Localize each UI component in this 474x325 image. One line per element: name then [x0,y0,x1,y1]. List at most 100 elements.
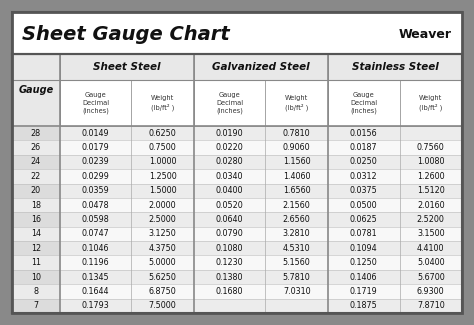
Text: 0.0359: 0.0359 [82,186,109,195]
Text: Gauge: Gauge [18,85,54,95]
Text: 16: 16 [31,215,41,224]
Text: 0.1080: 0.1080 [216,244,244,253]
Bar [194,80,265,126]
Text: 0.0149: 0.0149 [82,129,109,138]
Bar [12,255,60,270]
Bar [12,169,462,184]
Text: 0.0598: 0.0598 [82,215,109,224]
Text: 1.0080: 1.0080 [417,157,445,166]
Text: 0.0239: 0.0239 [82,157,109,166]
Bar [12,212,60,227]
Text: 0.7810: 0.7810 [283,129,310,138]
Bar [12,155,60,169]
Text: 0.1046: 0.1046 [82,244,109,253]
Text: 0.0299: 0.0299 [82,172,109,181]
Text: 1.2500: 1.2500 [149,172,176,181]
Bar [12,299,462,313]
Bar [12,169,60,184]
Text: 0.0781: 0.0781 [350,229,378,238]
Bar [194,54,328,80]
Text: Weight
(lb/ft² ): Weight (lb/ft² ) [419,95,442,111]
Bar [12,140,60,155]
Bar [12,270,462,284]
Bar [400,80,462,126]
Bar [12,184,60,198]
Text: 0.1719: 0.1719 [350,287,378,296]
Text: Gauge
Decimal
(inches): Gauge Decimal (inches) [82,92,109,114]
Text: 5.0000: 5.0000 [149,258,176,267]
Text: 0.0747: 0.0747 [82,229,109,238]
Text: 0.1380: 0.1380 [216,273,244,281]
Bar [12,241,462,255]
Text: 2.5200: 2.5200 [417,215,445,224]
Text: 0.1680: 0.1680 [216,287,244,296]
Text: 0.0520: 0.0520 [216,201,244,210]
Bar [12,126,60,140]
Bar [12,241,60,255]
Text: 14: 14 [31,229,41,238]
Text: Gauge
Decimal
(inches): Gauge Decimal (inches) [216,92,243,114]
Bar [12,227,60,241]
Text: 0.0500: 0.0500 [350,201,378,210]
Text: 0.0190: 0.0190 [216,129,244,138]
Text: 24: 24 [31,157,41,166]
Text: 0.0790: 0.0790 [216,229,244,238]
Text: 11: 11 [31,258,41,267]
Text: 4.4100: 4.4100 [417,244,445,253]
Text: 0.1094: 0.1094 [350,244,378,253]
Bar [12,12,462,54]
Text: 12: 12 [31,244,41,253]
Text: 7.8710: 7.8710 [417,301,445,310]
Bar [328,54,462,80]
Text: 0.0179: 0.0179 [82,143,109,152]
Text: 4.3750: 4.3750 [149,244,176,253]
Bar [12,255,462,270]
Text: 28: 28 [31,129,41,138]
Text: 6.9300: 6.9300 [417,287,445,296]
Text: 0.0250: 0.0250 [350,157,378,166]
Text: 1.5120: 1.5120 [417,186,445,195]
Text: 1.5000: 1.5000 [149,186,176,195]
Text: 0.0640: 0.0640 [216,215,244,224]
Text: 0.0187: 0.0187 [350,143,378,152]
Text: 5.0400: 5.0400 [417,258,445,267]
Text: 0.0340: 0.0340 [216,172,244,181]
Text: 2.6560: 2.6560 [283,215,310,224]
Text: 10: 10 [31,273,41,281]
Text: 6.8750: 6.8750 [149,287,176,296]
Text: 3.1500: 3.1500 [417,229,445,238]
Text: 0.0280: 0.0280 [216,157,244,166]
Bar [12,54,60,126]
Text: 0.1230: 0.1230 [216,258,244,267]
Text: Stainless Steel: Stainless Steel [352,62,438,72]
Text: 7.5000: 7.5000 [149,301,176,310]
Bar [12,270,60,284]
Bar [12,299,60,313]
Text: 0.9060: 0.9060 [283,143,310,152]
Text: 7.0310: 7.0310 [283,287,310,296]
Text: 1.0000: 1.0000 [149,157,176,166]
Text: 1.6560: 1.6560 [283,186,310,195]
Text: Galvanized Steel: Galvanized Steel [212,62,310,72]
Bar [12,54,462,313]
Bar [12,126,462,140]
Text: 5.1560: 5.1560 [283,258,310,267]
Text: 2.0160: 2.0160 [417,201,445,210]
Text: 1.2600: 1.2600 [417,172,445,181]
Text: 8: 8 [33,287,38,296]
Text: 20: 20 [31,186,41,195]
Text: 5.6250: 5.6250 [149,273,177,281]
Bar [12,198,60,212]
Text: 1.4060: 1.4060 [283,172,310,181]
Text: 5.7810: 5.7810 [283,273,310,281]
Bar [12,198,462,212]
Text: 2.5000: 2.5000 [149,215,176,224]
Text: 5.6700: 5.6700 [417,273,445,281]
Text: 0.0625: 0.0625 [350,215,378,224]
Text: 0.0400: 0.0400 [216,186,244,195]
Text: 3.2810: 3.2810 [283,229,310,238]
Text: 0.0375: 0.0375 [350,186,378,195]
Text: 18: 18 [31,201,41,210]
Bar [12,155,462,169]
Text: Gauge
Decimal
(inches): Gauge Decimal (inches) [350,92,377,114]
